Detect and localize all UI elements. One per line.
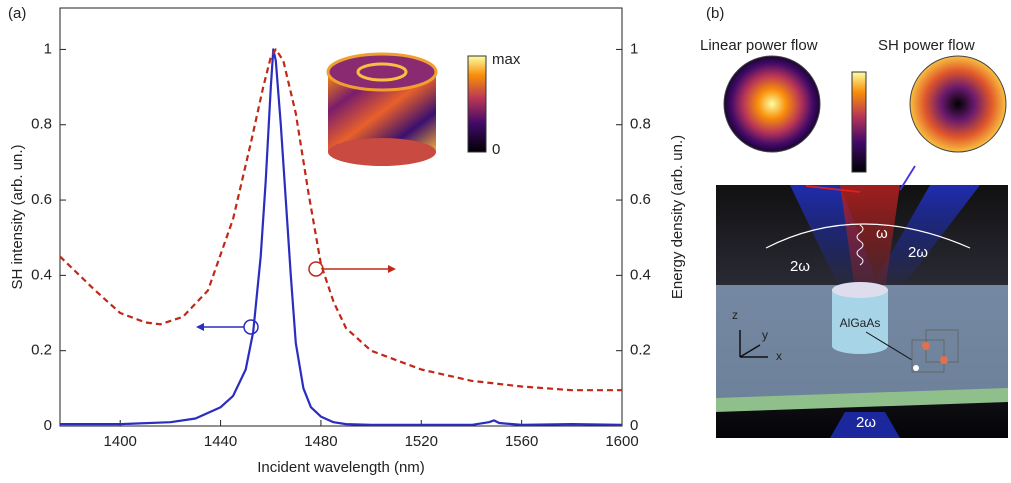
axis-y: y [762,328,768,342]
linear-flow-map [724,56,820,152]
beam-label: 2ω [856,414,876,431]
panel-label: (a) [8,5,26,22]
y2-tick-label: 1 [630,40,638,57]
y-tick-label: 1 [44,40,52,57]
y2-tick-label: 0.8 [630,116,651,133]
atom [913,365,919,371]
y2-tick-label: 0.2 [630,342,651,359]
figure: (a) Incident wavelength (nm) SH intensit… [0,0,1011,483]
x-tick-label: 1440 [204,433,237,450]
x-tick-label: 1480 [304,433,337,450]
axis-x: x [776,349,782,363]
x-tick-label: 1400 [104,433,137,450]
inset-colorbar [468,56,486,152]
pump-label: ω [876,225,888,242]
atom [922,342,930,350]
x-axis-label: Incident wavelength (nm) [257,459,425,476]
y2-tick-label: 0 [630,417,638,434]
y2-axis-label: Energy density (arb. un.) [669,135,686,299]
nanopillar-top [832,282,888,298]
inset-cylinder-top [328,54,436,90]
x-tick-label: 1560 [505,433,538,450]
material-label: AlGaAs [840,316,881,330]
panel-b: (b) Linear power flow SH power flow 2ω 2… [700,5,1008,438]
arrow-head [388,265,396,273]
y-tick-label: 0.8 [31,116,52,133]
page: {"chart_data": {"type": "line", "panel_l… [0,0,1011,483]
panel-label: (b) [706,5,724,22]
y-tick-label: 0 [44,417,52,434]
panel-a: (a) Incident wavelength (nm) SH intensit… [8,5,686,476]
atom [940,356,948,364]
colorbar-min: 0 [492,141,500,158]
y-tick-label: 0.2 [31,342,52,359]
arrow-head [196,323,204,331]
beam-label: 2ω [790,258,810,275]
y2-tick-label: 0.4 [630,266,651,283]
y-axis-label: SH intensity (arb. un.) [9,144,26,289]
y-tick-label: 0.6 [31,191,52,208]
inset-cylinder-base [328,138,436,166]
colorbar [852,72,866,172]
colorbar-max: max [492,51,521,68]
x-tick-label: 1520 [405,433,438,450]
beam-label: 2ω [908,244,928,261]
linear-title: Linear power flow [700,37,818,54]
series-marker [309,262,323,276]
y2-tick-label: 0.6 [630,191,651,208]
x-tick-label: 1600 [605,433,638,450]
sh-flow-map [910,56,1006,152]
sh-title: SH power flow [878,37,975,54]
axis-z: z [732,308,738,322]
y-tick-label: 0.4 [31,266,52,283]
series-marker [244,320,258,334]
